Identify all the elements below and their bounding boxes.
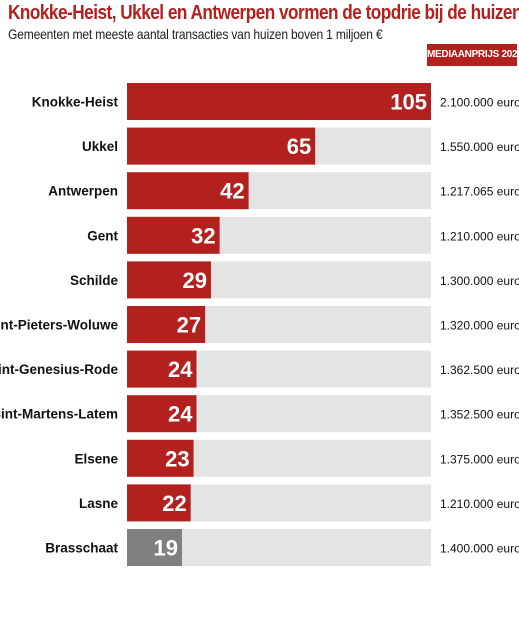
bar — [127, 172, 249, 210]
value-label: 24 — [168, 402, 193, 427]
category-label: Lasne — [79, 496, 119, 511]
median-price-label: 2.100.000 euro — [440, 96, 519, 110]
median-price-label: 1.320.000 euro — [440, 319, 519, 333]
median-price-label: 1.352.500 euro — [440, 408, 519, 422]
chart-subtitle: Gemeenten met meeste aantal transacties … — [8, 26, 383, 42]
chart-title: Knokke-Heist, Ukkel en Antwerpen vormen … — [8, 2, 519, 24]
value-label: 42 — [220, 179, 244, 204]
median-price-label: 1.375.000 euro — [440, 452, 519, 466]
bar — [127, 306, 206, 343]
median-price-label: 1.362.500 euro — [440, 363, 519, 377]
value-label: 65 — [287, 134, 311, 159]
category-label: Elsene — [74, 451, 118, 466]
bar — [127, 83, 431, 120]
category-label: Antwerpen — [48, 184, 118, 199]
bar — [127, 127, 316, 165]
median-price-label: 1.210.000 euro — [440, 497, 519, 511]
value-label: 29 — [182, 268, 206, 293]
category-label: Sint-Pieters-Woluwe — [0, 318, 118, 333]
category-label: Ukkel — [82, 139, 118, 154]
category-label: Knokke-Heist — [32, 95, 119, 110]
value-label: 23 — [165, 446, 189, 471]
value-label: 105 — [390, 90, 427, 115]
median-price-label: 1.400.000 euro — [440, 542, 519, 556]
bar — [127, 484, 191, 522]
median-price-label: 1.300.000 euro — [440, 274, 519, 288]
median-price-label: 1.550.000 euro — [440, 140, 519, 154]
value-label: 22 — [162, 491, 186, 516]
category-label: Schilde — [70, 273, 119, 288]
value-label: 27 — [177, 313, 201, 338]
category-label: Sint-Martens-Latem — [0, 407, 118, 422]
bar — [127, 350, 197, 388]
median-price-label: 1.217.065 euro — [440, 185, 519, 199]
median-price-label: 1.210.000 euro — [440, 229, 519, 243]
value-label: 19 — [154, 536, 178, 561]
bar — [127, 395, 197, 433]
category-label: Gent — [87, 228, 118, 243]
category-label: Sint-Genesius-Rode — [0, 362, 118, 377]
value-label: 24 — [168, 357, 193, 382]
bar — [127, 216, 220, 254]
value-label: 32 — [191, 223, 215, 248]
bar — [127, 439, 194, 477]
category-label: Brasschaat — [45, 541, 118, 556]
bar — [127, 529, 183, 566]
bar — [127, 261, 211, 299]
median-price-badge: MEDIAANPRIJS 2020 — [427, 44, 519, 66]
